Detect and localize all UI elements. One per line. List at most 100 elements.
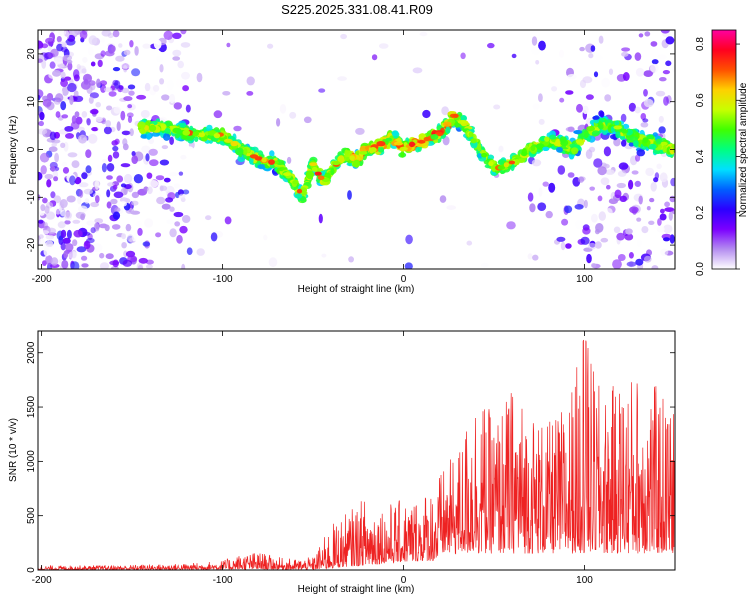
spectrogram-noise-blob (95, 195, 100, 204)
spectrogram-noise-blob (640, 113, 647, 120)
spectrogram-peak-blob (268, 159, 275, 165)
spectrogram-noise-blob (159, 64, 164, 73)
spectrogram-noise-blob (143, 163, 154, 171)
spectrogram-noise-blob (619, 93, 624, 99)
spectrogram-noise-blob (80, 80, 91, 90)
spectrogram-noise-blob (233, 125, 242, 132)
spectrogram-ridge-blob (542, 146, 550, 151)
spectrogram-noise-blob (114, 207, 121, 213)
spectrogram-noise-blob (47, 52, 55, 58)
colorbar-tick-label: 0.4 (695, 149, 706, 163)
spectrogram-noise-blob (585, 149, 593, 160)
spectrogram-noise-blob (45, 240, 54, 248)
spectrogram-noise-blob (645, 167, 655, 177)
spectrogram-noise-blob (103, 126, 112, 135)
spectrogram-y-axis-title: Frequency (Hz) (8, 116, 19, 185)
spectrogram-ridge-blob (591, 130, 600, 137)
spectrogram-noise-blob (87, 46, 94, 56)
spectrogram-noise-blob (176, 234, 183, 244)
spectrogram-peak-blob (394, 141, 403, 146)
spectrogram-noise-blob (276, 118, 281, 127)
spectrogram-ridge-blob (442, 121, 452, 127)
spectrogram-peak-blob (249, 154, 259, 159)
spectrogram-noise-blob (159, 159, 170, 166)
spectrogram-noise-blob (535, 60, 540, 65)
spectrogram-noise-blob (558, 49, 565, 58)
spectrogram-ridge-blob (521, 148, 527, 156)
spectrogram-noise-blob (628, 252, 634, 259)
spectrogram-noise-blob (636, 217, 642, 222)
spectrogram-noise-blob (61, 86, 69, 97)
spectrogram-noise-blob (664, 201, 670, 208)
spectrogram-noise-blob (138, 257, 148, 264)
spectrogram-noise-blob (286, 156, 292, 164)
spectrogram-noise-blob (419, 31, 428, 37)
spectrogram-noise-blob (57, 30, 67, 36)
spectrogram-y-tick-label: 10 (26, 96, 37, 108)
spectrogram-ridge-blob (148, 124, 157, 132)
spectrogram-noise-blob (67, 152, 78, 158)
spectrogram-noise-blob (59, 199, 68, 208)
spectrogram-noise-blob (71, 160, 80, 169)
spectrogram-noise-blob (182, 215, 191, 223)
spectrogram-noise-blob (565, 243, 572, 249)
spectrogram-noise-blob (64, 125, 74, 132)
spectrogram-noise-blob (76, 64, 81, 70)
spectrogram-noise-blob (63, 250, 69, 259)
spectrogram-noise-blob (123, 49, 131, 56)
spectrogram-noise-blob (487, 42, 495, 49)
spectrogram-noise-blob (634, 106, 641, 114)
spectrogram-noise-blob (53, 206, 63, 215)
spectrogram-noise-blob (604, 94, 612, 102)
spectrogram-ridge-blob (415, 146, 420, 153)
spectrogram-noise-blob (538, 187, 543, 197)
spectrogram-peak-blob (314, 171, 322, 176)
spectrogram-noise-blob (60, 79, 68, 88)
spectrogram-noise-blob (101, 163, 107, 173)
spectrogram-noise-blob (595, 223, 604, 233)
spectrogram-noise-blob (213, 110, 223, 119)
spectrogram-noise-blob (178, 171, 184, 176)
colorbar-title: Normalized spectral amplitude (738, 82, 749, 217)
snr-marks (38, 339, 675, 570)
spectrogram-noise-blob (49, 131, 57, 141)
spectrogram-noise-blob (671, 209, 675, 215)
spectrogram-noise-blob (564, 205, 573, 214)
spectrogram-noise-blob (142, 241, 150, 247)
spectrogram-noise-blob (50, 30, 56, 33)
spectrogram-noise-blob (140, 110, 150, 118)
spectrogram-noise-blob (580, 236, 590, 245)
spectrogram-noise-blob (125, 223, 132, 232)
spectrogram-noise-blob (545, 210, 553, 219)
spectrogram-peak-blob (230, 141, 237, 147)
spectrogram-noise-blob (616, 232, 625, 241)
snr-x-tick-label: -200 (32, 575, 52, 586)
spectrogram-noise-blob (635, 67, 645, 77)
spectrogram-noise-blob (97, 122, 102, 131)
spectrogram-noise-blob (104, 50, 115, 57)
spectrogram-noise-blob (120, 163, 131, 168)
spectrogram-noise-blob (511, 53, 517, 59)
spectrogram-noise-blob (42, 197, 48, 204)
spectrogram-noise-blob (64, 220, 71, 225)
spectrogram-peak-blob (488, 161, 494, 167)
spectrogram-noise-blob (159, 185, 164, 192)
spectrogram-ridge-blob (628, 142, 635, 147)
spectrogram-noise-blob (148, 180, 159, 188)
spectrogram-noise-blob (163, 30, 174, 40)
spectrogram-peak-blob (430, 134, 439, 140)
spectrogram-noise-blob (210, 232, 218, 242)
spectrogram-noise-blob (642, 118, 649, 123)
spectrogram-noise-blob (41, 59, 47, 69)
spectrogram-noise-blob (182, 85, 190, 92)
colorbar-tick-label: 0.2 (695, 205, 706, 219)
spectrogram-ridge-blob (583, 130, 589, 139)
spectrogram-noise-blob (97, 59, 103, 68)
spectrogram-ridge-blob (235, 147, 244, 156)
spectrogram-noise-blob (506, 221, 516, 230)
spectrogram-noise-blob (441, 106, 449, 116)
spectrogram-noise-blob (73, 229, 83, 238)
spectrogram-noise-blob (64, 211, 72, 219)
spectrogram-x-tick-label: 0 (401, 274, 407, 285)
